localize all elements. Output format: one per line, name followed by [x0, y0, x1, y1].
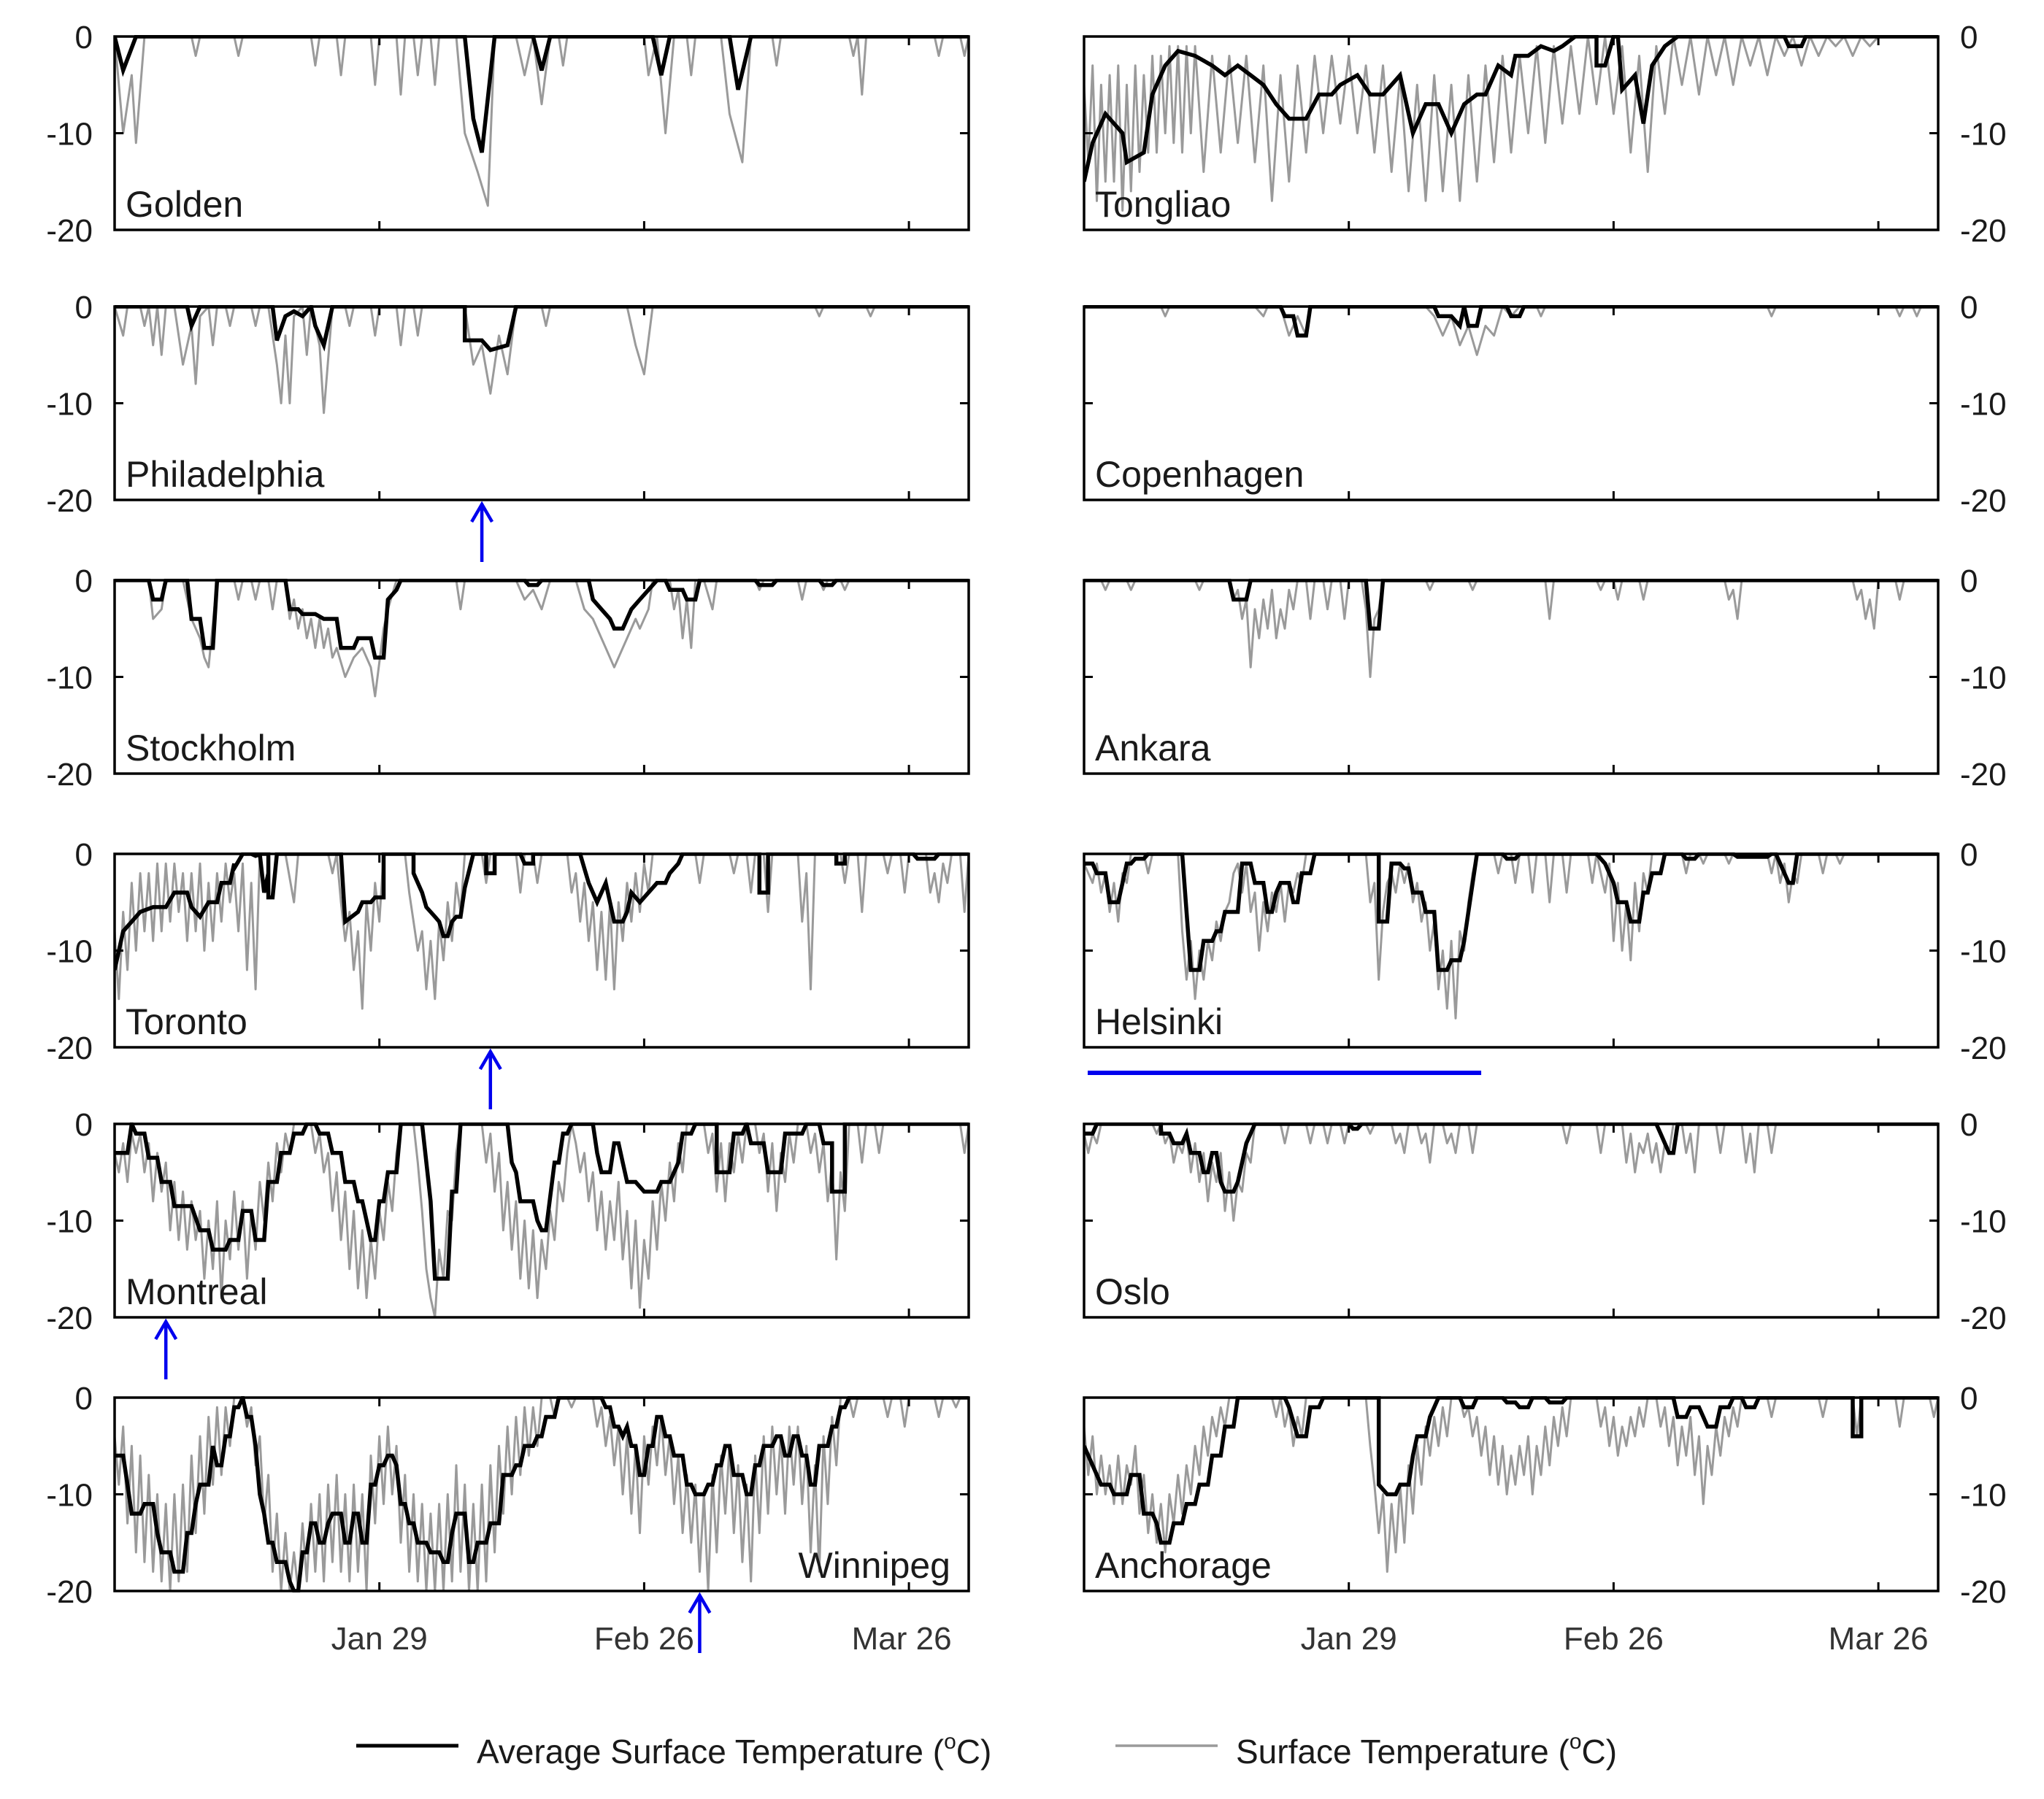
y-tick-label: -20 — [46, 1574, 93, 1610]
average-temp-series-toronto — [115, 852, 969, 971]
y-tick-label: 0 — [75, 1107, 93, 1143]
y-tick-label: -20 — [1960, 757, 2007, 793]
city-label-toronto: Toronto — [126, 1001, 247, 1042]
x-tick-label: Feb 26 — [594, 1621, 694, 1657]
surface-temp-series-ankara — [1084, 579, 1938, 678]
x-axis-labels: Jan 29 Feb 26 Mar 26 Jan 29 Feb 26 Mar 26 — [331, 1621, 1929, 1657]
y-tick-label: -10 — [1960, 117, 2007, 153]
y-tick-label: 0 — [75, 290, 93, 325]
y-tick-label: 0 — [1960, 1381, 1978, 1417]
city-label-golden: Golden — [126, 184, 243, 225]
x-tick-label: Jan 29 — [1301, 1621, 1397, 1657]
average-temp-series-philadelphia — [115, 305, 969, 353]
city-label-montreal: Montreal — [126, 1271, 268, 1312]
legend: Average Surface Temperature (oC) Surface… — [356, 1730, 1617, 1771]
x-tick-label: Mar 26 — [1829, 1621, 1929, 1657]
y-tick-label: 0 — [1960, 290, 1978, 325]
surface-temp-series-philadelphia — [115, 305, 969, 415]
city-label-philadelphia: Philadelphia — [126, 454, 325, 495]
panel-frame-ankara — [1083, 579, 1940, 775]
average-temp-series-stockholm — [115, 579, 969, 660]
y-tick-label: -10 — [46, 387, 93, 423]
panel-copenhagen: 0 -10 -20 Copenhagen — [1083, 290, 2007, 519]
panel-philadelphia: 0 -10 -20 Philadelphia — [46, 290, 970, 519]
y-tick-label: -20 — [1960, 213, 2007, 249]
panel-tongliao: 0 -10 -20 Tongliao — [1083, 20, 2007, 249]
panel-toronto: 0 -10 -20 Toronto — [46, 837, 970, 1066]
panel-stockholm: 0 -10 -20 Stockholm — [46, 563, 970, 793]
y-tick-label: -10 — [1960, 934, 2007, 970]
y-tick-label: 0 — [75, 20, 93, 55]
panels-group: 0 -10 -20 Golden 0 -10 -20 Tongliao 0 -10 -20 Phila… — [46, 20, 2006, 1610]
surface-temp-series-oslo — [1084, 1122, 1938, 1222]
surface-temp-series-golden — [115, 35, 969, 207]
panel-golden: 0 -10 -20 Golden — [46, 20, 970, 249]
panel-helsinki: 0 -10 -20 Helsinki — [1083, 837, 2007, 1066]
y-tick-label: -10 — [1960, 1204, 2007, 1240]
event-arrow-marker — [688, 1592, 712, 1653]
y-tick-label: 0 — [1960, 20, 1978, 55]
surface-temp-series-stockholm — [115, 579, 969, 698]
average-temp-series-copenhagen — [1084, 305, 1938, 338]
event-arrow-marker — [470, 501, 494, 562]
markers-group — [154, 501, 1482, 1653]
city-label-winnipeg: Winnipeg — [799, 1545, 950, 1586]
average-temp-series-anchorage — [1084, 1396, 1938, 1545]
surface-temp-series-anchorage — [1084, 1396, 1938, 1573]
panel-anchorage: 0 -10 -20 Anchorage — [1083, 1381, 2007, 1610]
y-tick-label: -10 — [46, 117, 93, 153]
legend-average-label: Average Surface Temperature (oC) — [477, 1730, 991, 1771]
y-tick-label: 0 — [1960, 563, 1978, 599]
y-tick-label: -20 — [46, 757, 93, 793]
city-label-tongliao: Tongliao — [1095, 184, 1231, 225]
city-label-oslo: Oslo — [1095, 1271, 1170, 1312]
y-tick-label: -10 — [46, 660, 93, 696]
y-tick-label: -10 — [1960, 660, 2007, 696]
panel-montreal: 0 -10 -20 Montreal — [46, 1107, 970, 1336]
y-tick-label: -10 — [46, 934, 93, 970]
city-label-copenhagen: Copenhagen — [1095, 454, 1304, 495]
panel-ankara: 0 -10 -20 Ankara — [1083, 563, 2007, 793]
y-tick-label: -20 — [1960, 1031, 2007, 1066]
x-tick-label: Mar 26 — [852, 1621, 952, 1657]
y-tick-label: -20 — [1960, 1301, 2007, 1336]
y-tick-label: -20 — [46, 1301, 93, 1336]
y-tick-label: 0 — [1960, 837, 1978, 873]
average-temp-series-oslo — [1084, 1122, 1938, 1194]
y-tick-label: -20 — [46, 483, 93, 519]
y-tick-label: 0 — [1960, 1107, 1978, 1143]
city-label-helsinki: Helsinki — [1095, 1001, 1223, 1042]
surface-temp-series-toronto — [115, 852, 969, 1010]
y-tick-label: -10 — [46, 1478, 93, 1514]
y-tick-label: -10 — [1960, 387, 2007, 423]
x-tick-label: Feb 26 — [1564, 1621, 1664, 1657]
city-label-stockholm: Stockholm — [126, 728, 296, 768]
panel-winnipeg: 0 -10 -20 Winnipeg — [46, 1381, 970, 1610]
event-arrow-marker — [478, 1048, 502, 1109]
legend-surface-label: Surface Temperature (oC) — [1236, 1730, 1617, 1771]
y-tick-label: -20 — [1960, 483, 2007, 519]
average-temp-series-golden — [115, 35, 969, 153]
y-tick-label: -10 — [46, 1204, 93, 1240]
y-tick-label: 0 — [75, 563, 93, 599]
y-tick-label: -20 — [46, 213, 93, 249]
y-tick-label: -20 — [46, 1031, 93, 1066]
average-temp-series-ankara — [1084, 579, 1938, 631]
y-tick-label: 0 — [75, 1381, 93, 1417]
panel-oslo: 0 -10 -20 Oslo — [1083, 1107, 2007, 1336]
event-arrow-marker — [154, 1318, 178, 1379]
city-label-anchorage: Anchorage — [1095, 1545, 1272, 1586]
y-tick-label: 0 — [75, 837, 93, 873]
x-tick-label: Jan 29 — [331, 1621, 428, 1657]
y-tick-label: -20 — [1960, 1574, 2007, 1610]
city-label-ankara: Ankara — [1095, 728, 1211, 768]
y-tick-label: -10 — [1960, 1478, 2007, 1514]
average-temp-series-tongliao — [1084, 35, 1938, 182]
